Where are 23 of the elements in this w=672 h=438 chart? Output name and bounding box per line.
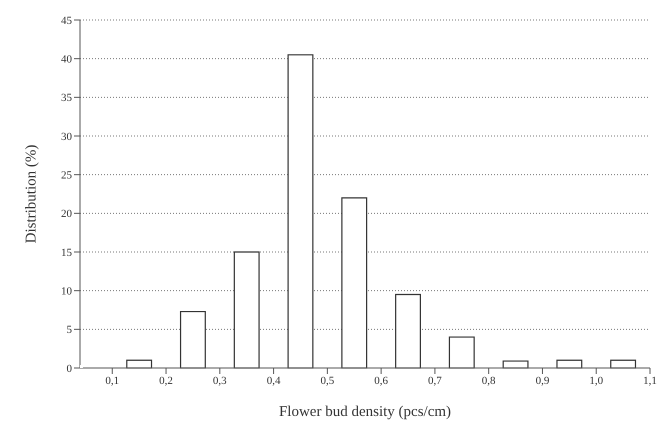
y-tick-label: 45: [61, 14, 72, 27]
y-axis-title: Distribution (%): [23, 144, 40, 244]
y-tick-label: 35: [61, 92, 72, 104]
x-tick-label: 0,9: [536, 374, 550, 387]
x-tick-label: 0,1: [105, 374, 120, 387]
x-tick-label: 0,4: [266, 374, 281, 387]
y-tick-label: 40: [61, 54, 72, 66]
x-tick-label: 0,8: [482, 374, 496, 387]
y-tick-label: 0: [66, 362, 72, 375]
y-tick-label: 10: [61, 286, 72, 298]
x-tick-label: 0,5: [320, 374, 335, 387]
y-tick-label: 25: [61, 170, 72, 182]
x-tick-label: 0,2: [159, 374, 173, 387]
x-tick-label: 1,0: [589, 374, 604, 387]
y-tick-label: 30: [61, 130, 72, 143]
y-tick-label: 20: [61, 208, 72, 220]
x-axis-title: Flower bud density (pcs/cm): [278, 404, 452, 420]
x-tick-label: 1,1: [643, 374, 657, 387]
y-tick-label: 15: [61, 246, 72, 259]
x-tick-label: 0,3: [212, 374, 228, 387]
x-tick-label: 0,6: [374, 374, 389, 387]
y-tick-label: 5: [66, 324, 72, 336]
x-tick-label: 0,7: [428, 374, 442, 387]
